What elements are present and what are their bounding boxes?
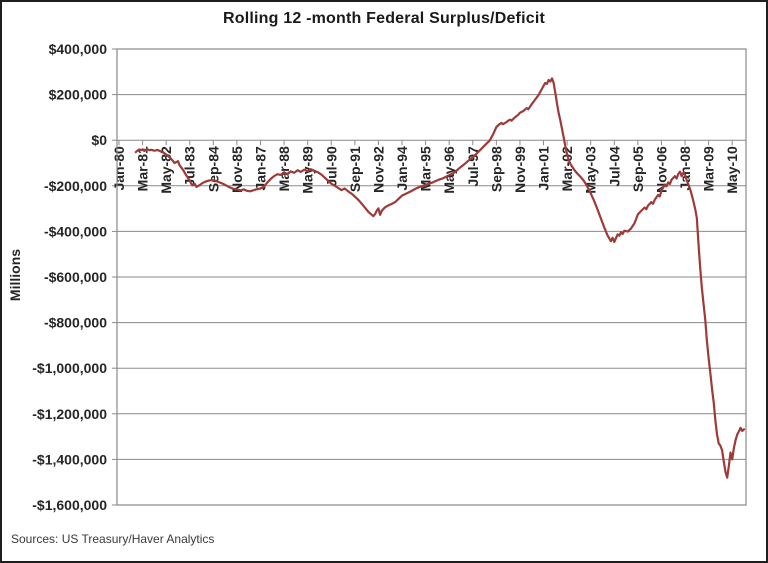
x-tick-label: Jan-87 [253, 146, 269, 191]
chart-title: Rolling 12 -month Federal Surplus/Defici… [222, 10, 545, 27]
x-tick-label: Nov-85 [229, 146, 245, 193]
y-tick-label: -$600,000 [44, 269, 107, 285]
x-tick-label: Jul-90 [323, 146, 339, 187]
y-tick-label: $200,000 [49, 87, 108, 103]
x-tick-label: May-96 [441, 146, 457, 194]
plot-border [116, 48, 747, 506]
y-tick-label: $0 [91, 132, 107, 148]
x-tick-label: Nov-99 [512, 146, 528, 193]
x-tick-label: Mar-02 [559, 146, 575, 191]
y-tick-label: -$1,600,000 [32, 497, 107, 513]
y-tick-label: -$400,000 [44, 223, 107, 239]
y-tick-label: -$1,400,000 [32, 451, 107, 467]
x-tick-label: Mar-81 [135, 146, 151, 191]
x-tick-label: Mar-95 [418, 146, 434, 191]
x-tick-label: Nov-06 [653, 146, 669, 193]
x-tick-label: Jan-80 [111, 146, 127, 191]
y-tick-label: -$1,000,000 [32, 360, 107, 376]
y-tick-label: -$200,000 [44, 178, 107, 194]
y-tick-label: $400,000 [49, 41, 108, 57]
x-tick-label: May-10 [724, 146, 740, 194]
x-tick-label: Mar-09 [701, 146, 717, 191]
y-axis-title: Millions [7, 248, 23, 302]
x-tick-label: May-03 [583, 146, 599, 194]
x-tick-label: Jan-01 [536, 146, 552, 191]
x-tick-label: Sep-91 [347, 146, 363, 192]
x-tick-label: Sep-84 [205, 146, 221, 192]
x-tick-label: Mar-88 [276, 146, 292, 191]
x-tick-label: Nov-92 [370, 146, 386, 193]
source-note: Sources: US Treasury/Haver Analytics [11, 532, 215, 546]
y-tick-label: -$1,200,000 [32, 406, 107, 422]
x-tick-label: Sep-98 [488, 146, 504, 192]
x-tick-label: Jul-97 [465, 146, 481, 187]
x-tick-label: Sep-05 [630, 146, 646, 192]
y-tick-label: -$800,000 [44, 315, 107, 331]
x-tick-label: Jan-94 [394, 146, 410, 191]
x-tick-label: Jan-08 [677, 146, 693, 191]
x-tick-label: Jul-04 [606, 146, 622, 187]
x-tick-label: May-89 [300, 146, 316, 194]
deficit-line [134, 77, 746, 479]
